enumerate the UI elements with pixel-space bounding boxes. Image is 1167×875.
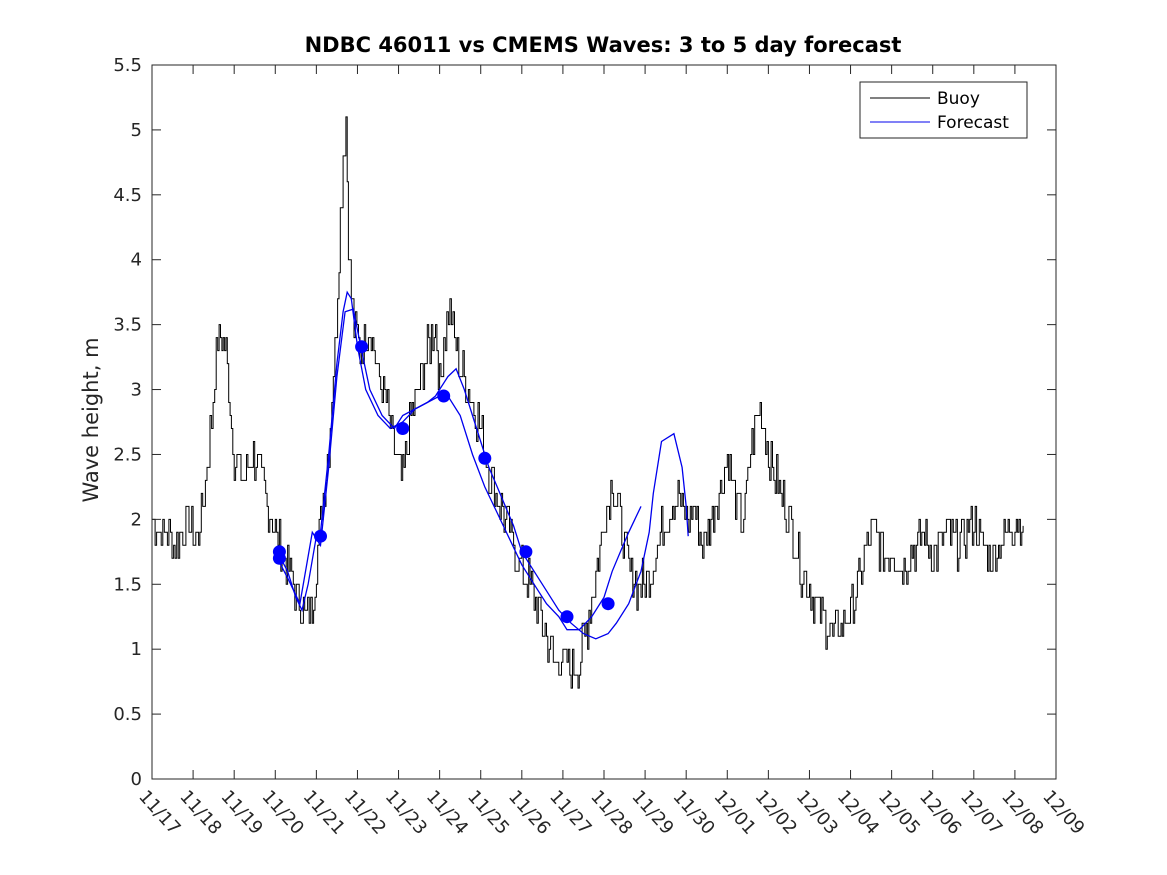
legend-buoy-label: Buoy [937, 89, 980, 109]
forecast-marker [601, 597, 615, 611]
forecast-marker [478, 451, 492, 465]
x-tick-label: 11/22 [340, 786, 390, 839]
x-tick-label: 11/29 [627, 786, 677, 839]
y-tick-label: 0 [131, 769, 142, 790]
y-tick-label: 1 [131, 639, 142, 660]
x-tick-label: 11/25 [463, 786, 513, 839]
x-tick-label: 12/01 [710, 786, 760, 839]
buoy-series-line [152, 116, 1024, 689]
x-tick-label: 12/06 [915, 786, 965, 839]
x-tick-label: 12/09 [1038, 786, 1088, 839]
forecast-marker [272, 551, 286, 565]
x-tick-label: 11/20 [258, 786, 308, 839]
x-tick-label: 12/04 [833, 786, 883, 839]
legend: Buoy Forecast [859, 81, 1028, 139]
x-tick-label: 12/05 [874, 786, 924, 839]
x-tick-label: 12/02 [751, 786, 801, 839]
y-tick-label: 3 [131, 380, 142, 401]
chart-title: NDBC 46011 vs CMEMS Waves: 3 to 5 day fo… [305, 33, 902, 57]
y-tick-label: 3.5 [113, 315, 142, 336]
x-tick-label: 11/28 [586, 786, 636, 839]
x-tick-label: 11/26 [504, 786, 554, 839]
y-axis-label: Wave height, m [79, 337, 103, 502]
y-tick-label: 4.5 [113, 185, 142, 206]
forecast-marker [560, 610, 574, 624]
x-tick-label: 11/24 [422, 786, 472, 839]
y-tick-label: 5 [131, 120, 142, 141]
legend-forecast-label: Forecast [937, 113, 1009, 133]
y-tick-label: 1.5 [113, 574, 142, 595]
forecast-series-line-1 [276, 290, 689, 640]
x-tick-label: 11/17 [134, 786, 184, 839]
x-tick-label: 12/08 [997, 786, 1047, 839]
plot-area [151, 64, 1057, 780]
y-tick-label: 5.5 [113, 55, 142, 76]
x-tick-label: 12/03 [792, 786, 842, 839]
x-tick-label: 11/18 [175, 786, 225, 839]
y-tick-label: 2.5 [113, 444, 142, 465]
forecast-marker [314, 529, 327, 543]
forecast-marker [437, 389, 451, 403]
forecast-marker [519, 545, 533, 559]
y-tick-label: 2 [131, 509, 142, 530]
x-tick-label: 12/07 [956, 786, 1006, 839]
x-tick-label: 11/21 [299, 786, 349, 839]
axes-box [151, 64, 1057, 780]
x-tick-label: 11/23 [381, 786, 431, 839]
y-tick-label: 0.5 [113, 704, 142, 725]
forecast-marker [355, 340, 369, 354]
x-tick-label: 11/27 [545, 786, 595, 839]
legend-box [859, 81, 1028, 139]
y-tick-label: 4 [131, 250, 142, 271]
x-tick-label: 11/30 [668, 786, 718, 839]
x-tick-label: 11/19 [216, 786, 266, 839]
forecast-marker [396, 422, 410, 435]
